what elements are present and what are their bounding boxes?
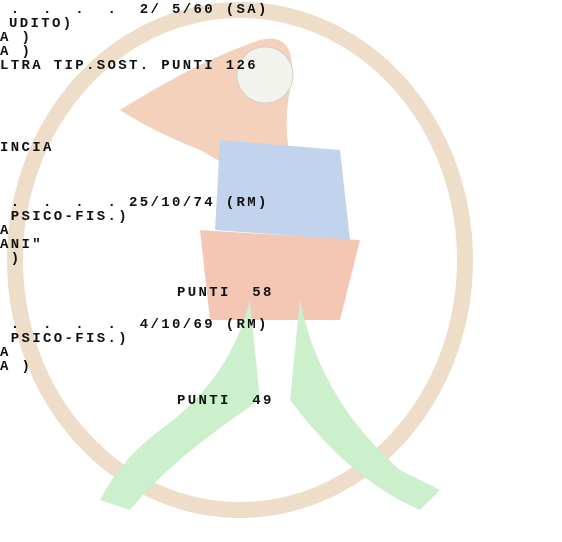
text-line: PSICO-FIS.) bbox=[0, 332, 129, 346]
text-line: INCIA bbox=[0, 141, 54, 155]
text-line: . . . . 2/ 5/60 (SA) bbox=[0, 3, 269, 17]
text-line: PUNTI 49 bbox=[177, 394, 274, 408]
document: . . . . 2/ 5/60 (SA)UDITO)A )A )LTRA TIP… bbox=[0, 0, 562, 542]
text-line: PUNTI 58 bbox=[177, 286, 274, 300]
text-line: A ) bbox=[0, 360, 32, 374]
text-line: A bbox=[0, 224, 11, 238]
text-line: LTRA TIP.SOST. PUNTI 126 bbox=[0, 59, 258, 73]
text-line: A ) bbox=[0, 31, 32, 45]
text-line: PSICO-FIS.) bbox=[0, 210, 129, 224]
text-line: ANI" bbox=[0, 238, 43, 252]
text-line: UDITO) bbox=[9, 17, 74, 31]
page: {"lines": [ {"text": " . . . . 2/ 5/60 (… bbox=[0, 0, 562, 542]
text-line: . . . . 25/10/74 (RM) bbox=[0, 196, 269, 210]
text-line: A bbox=[0, 346, 11, 360]
text-line: ) bbox=[0, 252, 22, 266]
text-line: A ) bbox=[0, 45, 32, 59]
text-line: . . . . 4/10/69 (RM) bbox=[0, 318, 269, 332]
